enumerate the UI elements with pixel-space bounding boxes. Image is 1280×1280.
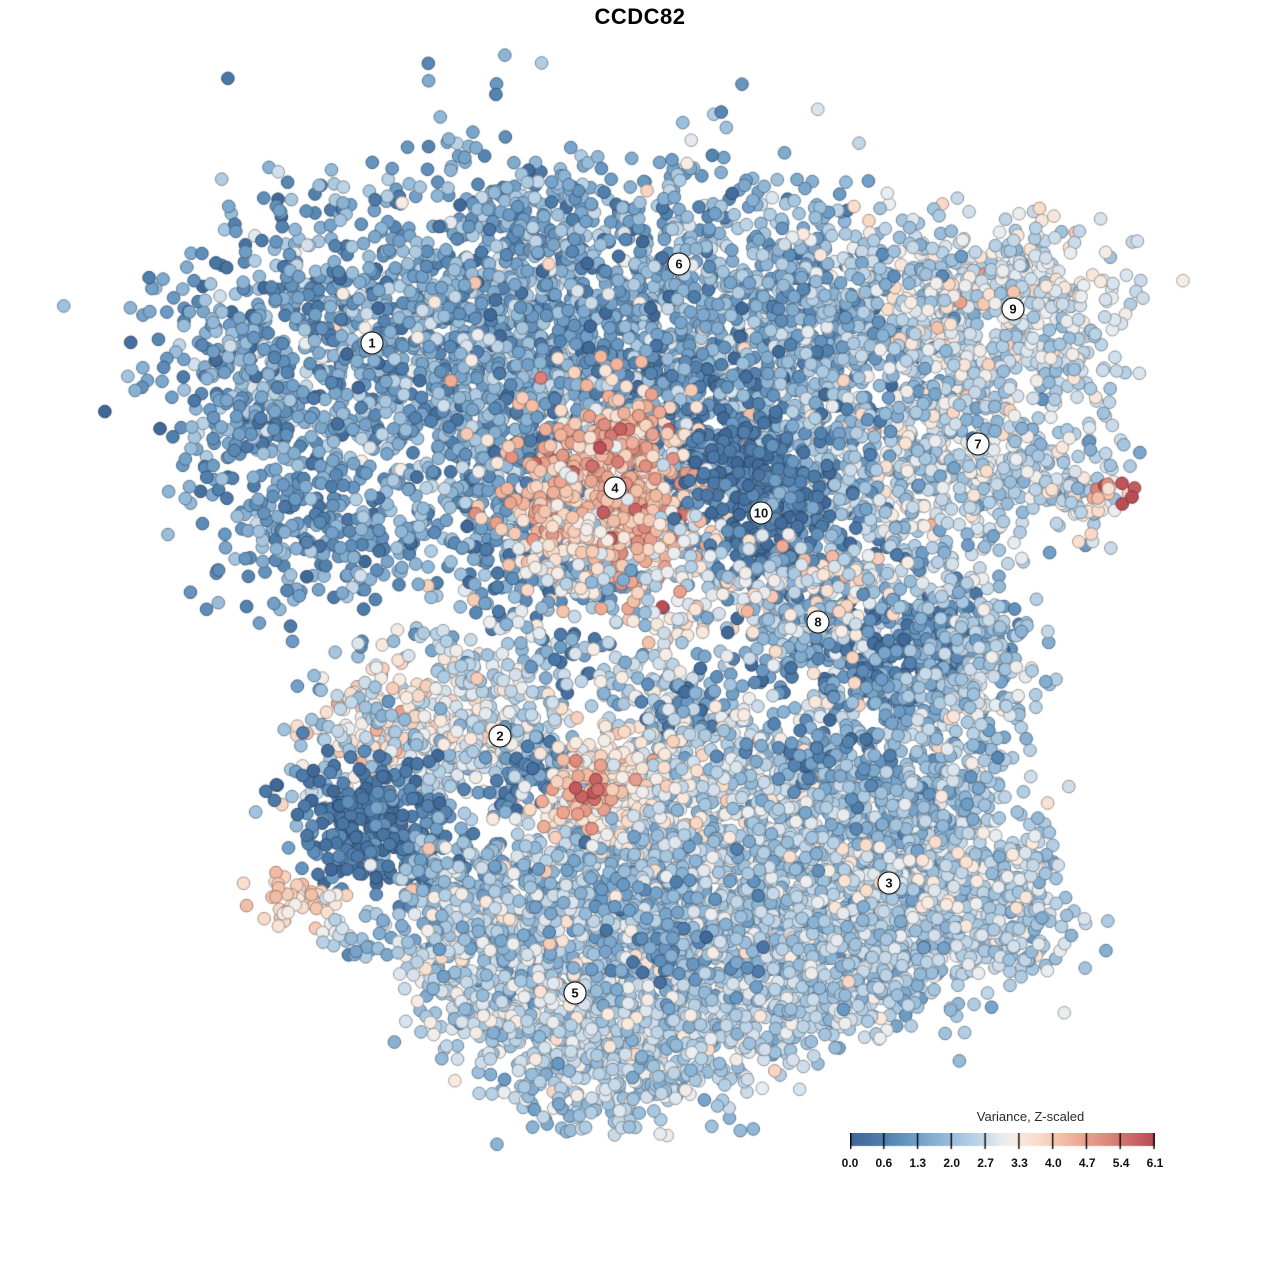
colorbar-tick: 1.3 bbox=[909, 1156, 927, 1170]
colorbar-legend: Variance, Z-scaled 0.0 0.6 1.3 2.0 2.7 3… bbox=[842, 1108, 1164, 1172]
cluster-badge-3: 3 bbox=[877, 871, 901, 895]
colorbar-tick: 0.6 bbox=[875, 1156, 893, 1170]
cluster-badge-1: 1 bbox=[360, 331, 384, 355]
colorbar-tick: 2.0 bbox=[943, 1156, 960, 1170]
cluster-badge-4: 4 bbox=[603, 476, 627, 500]
colorbar-tick: 0.0 bbox=[841, 1156, 859, 1170]
cluster-badge-7: 7 bbox=[966, 432, 990, 456]
colorbar-tick: 5.4 bbox=[1112, 1156, 1130, 1170]
cluster-badge-9: 9 bbox=[1001, 297, 1025, 321]
cluster-badge-6: 6 bbox=[667, 252, 691, 276]
colorbar-tick: 3.3 bbox=[1011, 1156, 1028, 1170]
cluster-badge-5: 5 bbox=[563, 981, 587, 1005]
colorbar-tick-labels: 0.0 0.6 1.3 2.0 2.7 3.3 4.0 4.7 5.4 6.1 bbox=[842, 1156, 1164, 1172]
colorbar-tick: 4.7 bbox=[1078, 1156, 1096, 1170]
cluster-badge-2: 2 bbox=[488, 724, 512, 748]
colorbar-gradient bbox=[850, 1133, 1155, 1150]
legend-title: Variance, Z-scaled bbox=[976, 1109, 1085, 1124]
cluster-badge-8: 8 bbox=[806, 610, 830, 634]
cluster-badge-10: 10 bbox=[749, 501, 773, 525]
colorbar-tick: 2.7 bbox=[977, 1156, 994, 1170]
colorbar-tick: 6.1 bbox=[1146, 1156, 1164, 1170]
colorbar-tick: 4.0 bbox=[1044, 1156, 1062, 1170]
